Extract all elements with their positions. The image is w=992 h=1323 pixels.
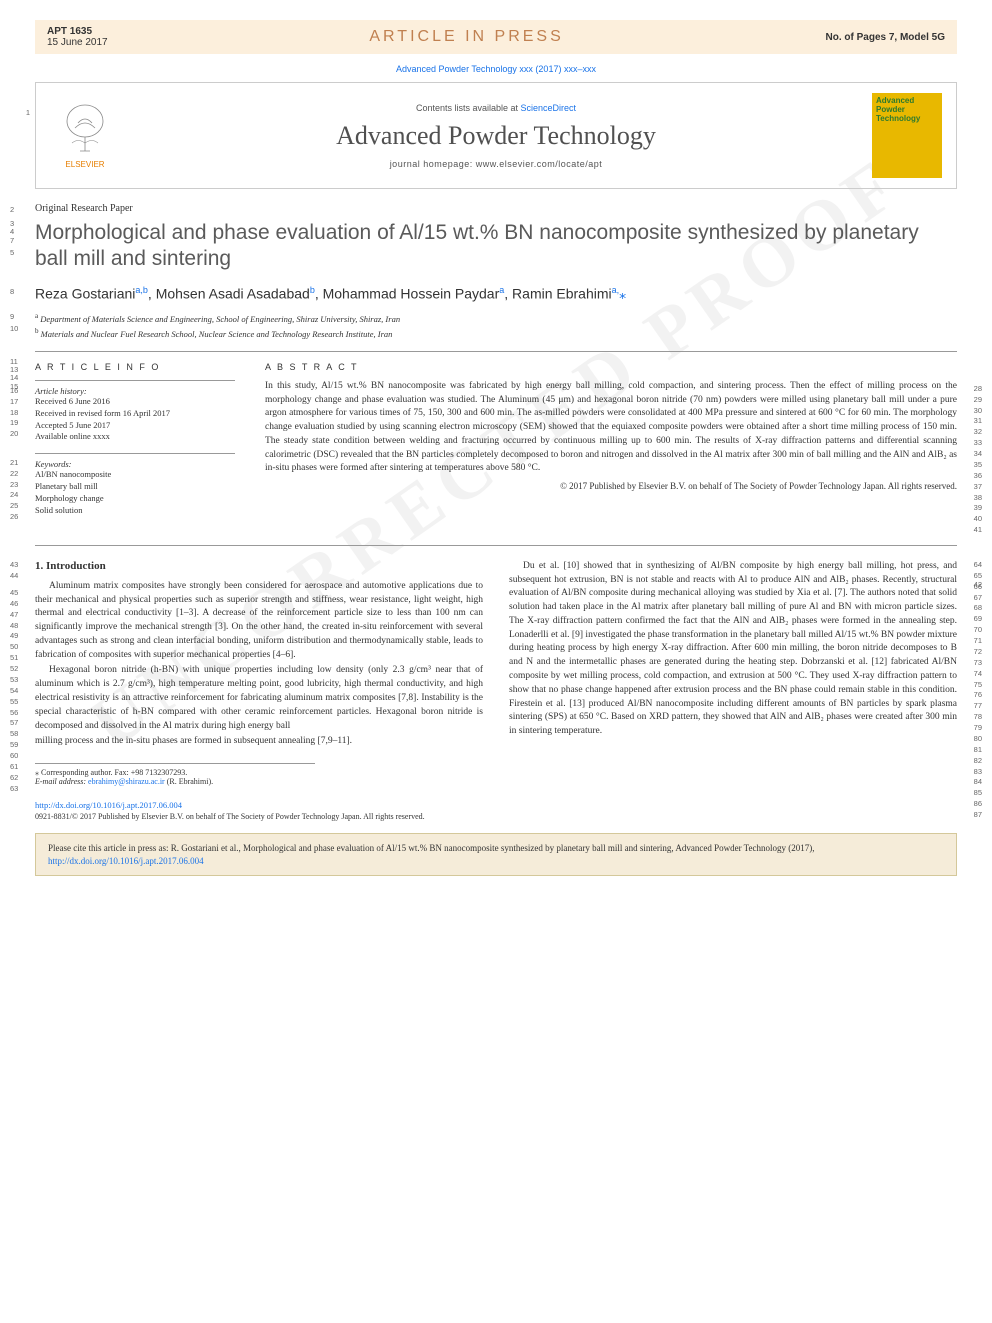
abstract-panel: A B S T R A C T In this study, Al/15 wt.… (265, 362, 957, 527)
contents-prefix: Contents lists available at (416, 103, 521, 113)
elsevier-tree-icon (60, 103, 110, 158)
abstract-heading: A B S T R A C T (265, 362, 957, 372)
author-3: Mohammad Hossein Paydar (323, 285, 500, 301)
corresp-email-link[interactable]: ebrahimy@shirazu.ac.ir (88, 777, 165, 786)
affiliation-b: b Materials and Nuclear Fuel Research Sc… (35, 327, 957, 340)
cover-title-3: Technology (876, 115, 938, 124)
journal-cover-thumbnail: Advanced Powder Technology (872, 93, 942, 178)
online-date: Available online xxxx (35, 431, 235, 443)
affiliation-a: a Department of Materials Science and En… (35, 312, 957, 325)
author-4: Ramin Ebrahimi (512, 285, 612, 301)
article-info-heading: A R T I C L E I N F O (35, 362, 235, 372)
sciencedirect-link[interactable]: ScienceDirect (521, 103, 577, 113)
line-number: 347 (10, 220, 14, 245)
intro-para-2: Hexagonal boron nitride (h-BN) with uniq… (35, 664, 483, 733)
body-text-columns: 1. Introduction Aluminum matrix composit… (35, 560, 957, 749)
authors-list: Reza Gostariania,b, Mohsen Asadi Asadaba… (35, 285, 957, 303)
journal-name: Advanced Powder Technology (120, 121, 872, 151)
elsevier-text: ELSEVIER (65, 160, 104, 169)
apt-date: 15 June 2017 (47, 37, 108, 48)
author-2: Mohsen Asadi Asadabad (156, 285, 310, 301)
line-number: 2 (10, 205, 14, 216)
keyword-3: Morphology change (35, 493, 235, 505)
contents-lists-line: Contents lists available at ScienceDirec… (120, 103, 872, 113)
journal-homepage: journal homepage: www.elsevier.com/locat… (120, 159, 872, 169)
affiliation-a-text: Department of Materials Science and Engi… (40, 314, 400, 324)
journal-reference: Advanced Powder Technology xxx (2017) xx… (35, 64, 957, 74)
elsevier-logo: ELSEVIER (50, 96, 120, 176)
line-number: 4344 (10, 560, 18, 582)
intro-para-1: Aluminum matrix composites have strongly… (35, 580, 483, 663)
author-1: Reza Gostariani (35, 285, 135, 301)
line-number: 212223242526 (10, 458, 18, 523)
revised-date: Received in revised form 16 April 2017 (35, 408, 235, 420)
keywords-label: Keywords: (35, 459, 235, 469)
paper-type: Original Research Paper (35, 203, 957, 214)
corresp-who: (R. Ebrahimi). (165, 777, 213, 786)
article-in-press-banner: ARTICLE IN PRESS (369, 28, 563, 46)
keyword-4: Solid solution (35, 505, 235, 517)
journal-header-box: ELSEVIER Contents lists available at Sci… (35, 82, 957, 189)
line-number: 9 (10, 312, 14, 323)
keyword-1: Al/BN nanocomposite (35, 469, 235, 481)
line-number: 2829303132333435363738394041 (974, 384, 982, 536)
author-3-affil: a (499, 285, 504, 295)
author-2-affil: b (310, 285, 315, 295)
page-model-info: No. of Pages 7, Model 5G (826, 32, 945, 43)
line-number: 5 (10, 248, 14, 259)
doi-link[interactable]: http://dx.doi.org/10.1016/j.apt.2017.06.… (35, 800, 957, 810)
line-number: 1617181920 (10, 386, 18, 440)
line-number: 6465666768697071727374757677787980818283… (974, 560, 982, 821)
accepted-date: Accepted 5 June 2017 (35, 420, 235, 432)
corresponding-author-block: ⁎ Corresponding author. Fax: +98 7132307… (35, 763, 315, 786)
section-1-heading: 1. Introduction (35, 560, 483, 572)
line-number: 10 (10, 324, 18, 335)
received-date: Received 6 June 2016 (35, 396, 235, 408)
email-label: E-mail address: (35, 777, 88, 786)
article-history-label: Article history: (35, 386, 235, 396)
citation-box: Please cite this article in press as: R.… (35, 833, 957, 876)
line-number: 45464748495051525354555657585960616263 (10, 588, 18, 795)
yellow-top-bar: APT 1635 15 June 2017 ARTICLE IN PRESS N… (35, 20, 957, 54)
rights-statement: 0921-8831/© 2017 Published by Elsevier B… (35, 812, 957, 821)
divider (35, 545, 957, 546)
divider (35, 351, 957, 352)
keyword-2: Planetary ball mill (35, 481, 235, 493)
article-title: Morphological and phase evaluation of Al… (35, 220, 957, 273)
abstract-text: In this study, Al/15 wt.% BN nanocomposi… (265, 380, 957, 476)
line-number: 1 (10, 108, 30, 117)
citation-doi-link[interactable]: http://dx.doi.org/10.1016/j.apt.2017.06.… (48, 856, 204, 866)
corresp-fax: ⁎ Corresponding author. Fax: +98 7132307… (35, 768, 315, 777)
intro-para-3: milling process and the in-situ phases a… (35, 735, 483, 749)
apt-code: APT 1635 (47, 26, 108, 37)
abstract-copyright: © 2017 Published by Elsevier B.V. on beh… (265, 480, 957, 493)
citation-text: Please cite this article in press as: R.… (48, 843, 815, 853)
corresponding-star-icon: ⁎ (619, 285, 626, 301)
line-number: 8 (10, 287, 14, 298)
intro-para-4: Du et al. [10] showed that in synthesizi… (509, 560, 957, 739)
author-1-affil: a,b (135, 285, 148, 295)
article-info-panel: A R T I C L E I N F O Article history: R… (35, 362, 235, 527)
affiliation-b-text: Materials and Nuclear Fuel Research Scho… (41, 329, 393, 339)
